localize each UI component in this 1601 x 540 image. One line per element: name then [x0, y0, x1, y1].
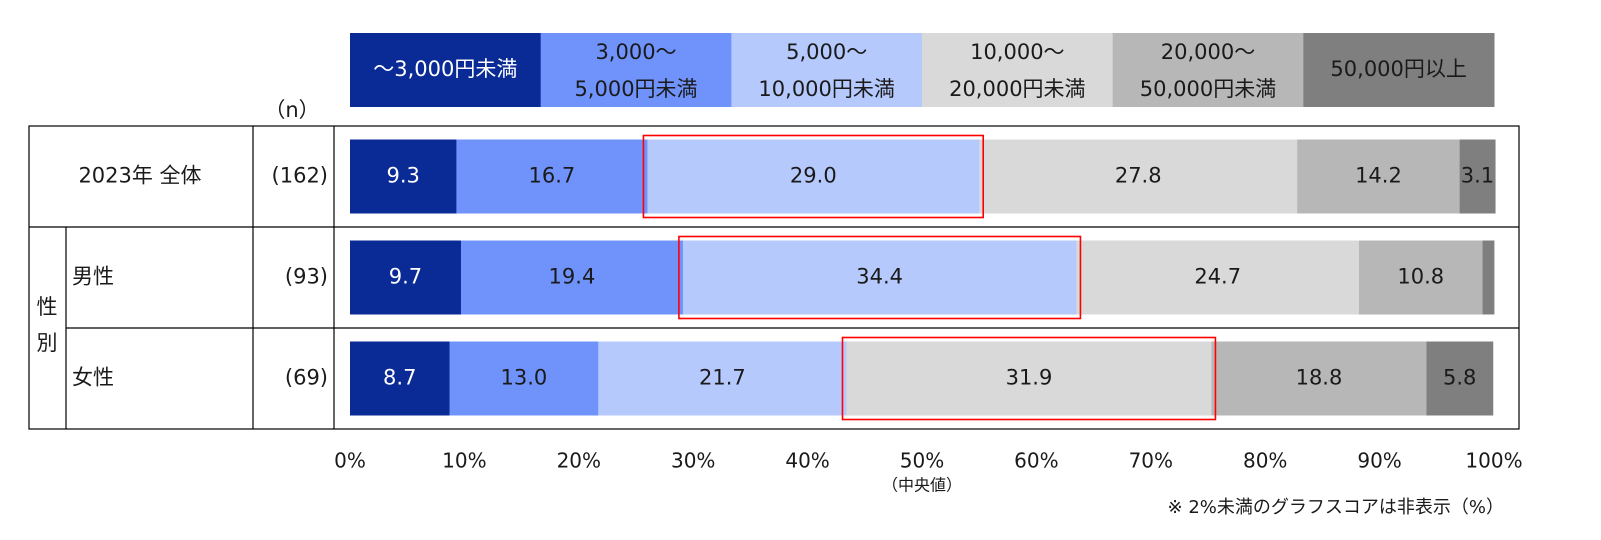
bar-value-label: 16.7 [529, 164, 576, 188]
bar-segment [456, 139, 648, 214]
legend-label-line2: 10,000円未満 [758, 77, 894, 101]
bar-segment [598, 341, 847, 416]
footnote: ※ 2%未満のグラフスコアは非表示（%） [1168, 497, 1504, 518]
bar-segment [350, 341, 450, 416]
x-tick-label: 60% [1014, 449, 1058, 473]
bar-value-label: 5.8 [1443, 366, 1476, 390]
median-tick-note: （中央値） [882, 476, 962, 495]
bar-value-label: 27.8 [1115, 164, 1162, 188]
row-n-count: (69) [285, 366, 328, 390]
legend-swatch [540, 33, 732, 107]
group-label-char: 別 [37, 331, 58, 355]
bar-segment [846, 341, 1212, 416]
bar-segment [647, 139, 980, 214]
bar-segment [350, 139, 457, 214]
bar-segment [449, 341, 599, 416]
legend-label-line2: 50,000円未満 [1140, 77, 1276, 101]
bar-value-label: 9.3 [386, 164, 419, 188]
n-header: （n） [264, 98, 319, 122]
legend-swatch [922, 33, 1114, 107]
x-tick-label: 20% [557, 449, 601, 473]
x-tick-label: 50% [900, 449, 944, 473]
row-label: 2023年 全体 [78, 164, 201, 188]
legend-swatch [1303, 33, 1495, 107]
bar-value-label: 24.7 [1194, 265, 1241, 289]
median-highlight-box [642, 134, 985, 219]
group-label-char: 性 [37, 295, 58, 319]
bar-value-label: 34.4 [856, 265, 903, 289]
bar-segment [1359, 240, 1483, 315]
bar-value-label: 8.7 [383, 366, 416, 390]
bar-value-label: 19.4 [549, 265, 596, 289]
median-highlight-box [678, 235, 1082, 320]
bar-value-label: 10.8 [1397, 265, 1444, 289]
x-tick-label: 30% [671, 449, 715, 473]
row-n-count: (93) [285, 265, 328, 289]
bar-value-label: 3.1 [1461, 164, 1494, 188]
legend-label-line1: 3,000～ [595, 40, 676, 64]
bar-value-label: 29.0 [790, 164, 837, 188]
x-tick-label: 40% [785, 449, 829, 473]
bar-value-label: 9.7 [389, 265, 422, 289]
x-tick-label: 0% [334, 449, 366, 473]
bar-segment [460, 240, 684, 315]
bar-segment [1459, 139, 1496, 214]
bar-segment [979, 139, 1298, 214]
legend-swatch [731, 33, 923, 107]
row-n-count: (162) [272, 164, 328, 188]
bar-segment [682, 240, 1077, 315]
legend-swatch [350, 33, 542, 107]
bar-segment [350, 240, 462, 315]
bar-segment [1297, 139, 1461, 214]
bar-segment [1211, 341, 1427, 416]
bar-value-label: 31.9 [1006, 366, 1053, 390]
bar-value-label: 18.8 [1296, 366, 1343, 390]
legend-label: 50,000円以上 [1330, 57, 1466, 81]
bar-segment [1076, 240, 1360, 315]
bar-value-label: 14.2 [1355, 164, 1402, 188]
bar-value-label: 21.7 [699, 366, 746, 390]
legend-label-line2: 5,000円未満 [574, 77, 697, 101]
row-label: 女性 [72, 366, 114, 390]
x-tick-label: 70% [1129, 449, 1173, 473]
legend-label-line2: 20,000円未満 [949, 77, 1085, 101]
x-tick-label: 10% [442, 449, 486, 473]
bar-segment [1482, 240, 1495, 315]
x-tick-label: 100% [1465, 449, 1522, 473]
legend-swatch [1112, 33, 1304, 107]
table-frame [28, 125, 1520, 430]
legend-label-line1: 5,000～ [786, 40, 867, 64]
bar-segment [1426, 341, 1494, 416]
legend-label-line1: 20,000～ [1161, 40, 1255, 64]
legend-label-line1: 10,000～ [970, 40, 1064, 64]
x-tick-label: 80% [1243, 449, 1287, 473]
bar-value-label: 13.0 [501, 366, 548, 390]
row-label: 男性 [72, 265, 114, 289]
legend-label: ～3,000円未満 [373, 57, 517, 81]
median-highlight-box [841, 336, 1217, 421]
x-tick-label: 90% [1357, 449, 1401, 473]
